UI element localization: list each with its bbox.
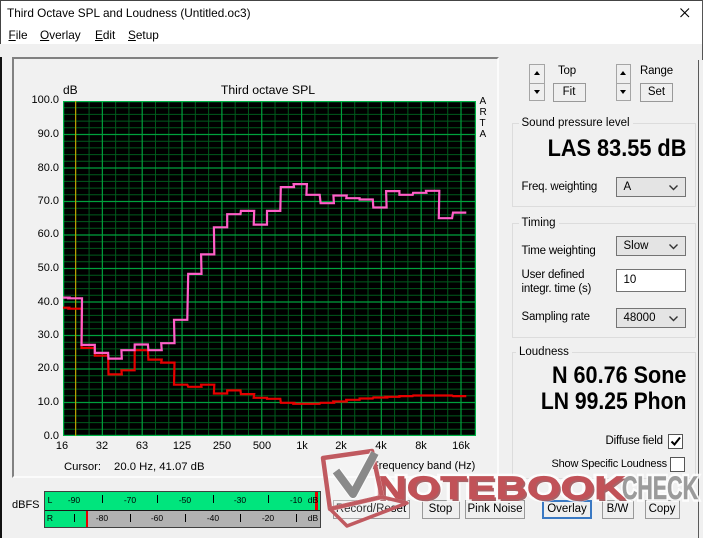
svg-text:NOTEBOOK: NOTEBOOK <box>378 472 628 508</box>
svg-text:NOTEBOOK: NOTEBOOK <box>376 470 626 506</box>
svg-text:CHECK: CHECK <box>622 470 698 506</box>
svg-text:CHECK: CHECK <box>622 470 698 506</box>
svg-text:NOTEBOOK: NOTEBOOK <box>376 470 626 506</box>
